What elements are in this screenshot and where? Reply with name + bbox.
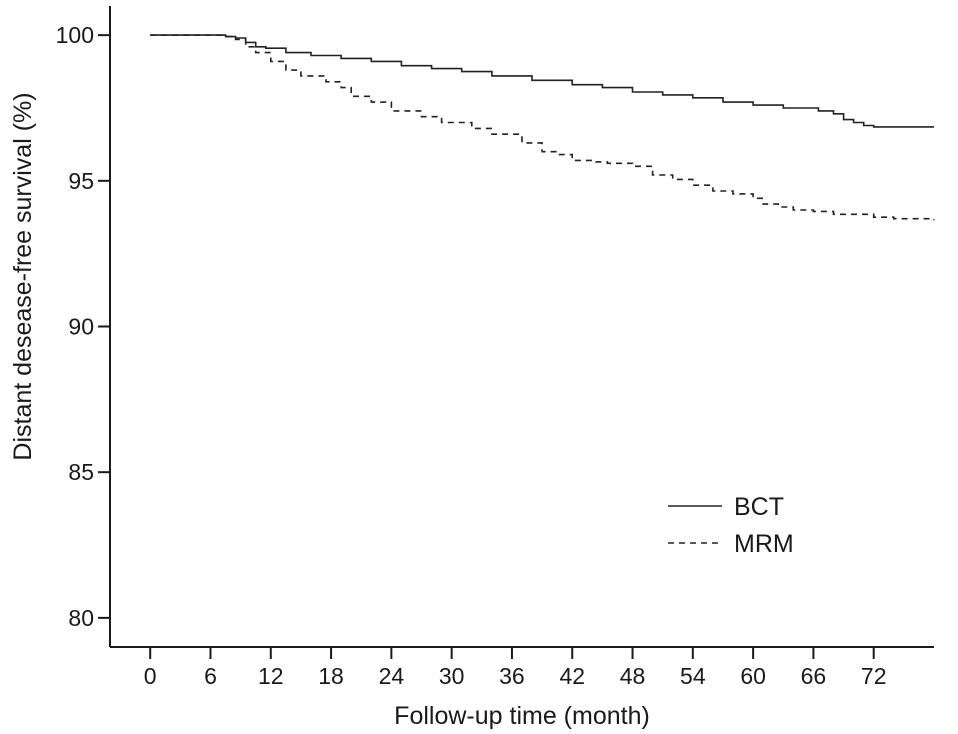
y-tick-label: 95 [68,168,94,194]
x-tick-label: 30 [439,663,465,689]
series-layer [150,34,935,221]
series-line-bct [150,34,934,128]
y-ticks: 80 85 90 95 100 [56,22,110,631]
y-tick-label: 90 [68,314,94,340]
x-tick-label: 12 [258,663,284,689]
x-tick-label: 18 [318,663,344,689]
legend: BCT MRM [668,493,794,558]
x-tick-label: 24 [379,663,405,689]
y-tick-label: 80 [68,605,94,631]
x-tick-label: 36 [499,663,525,689]
y-tick-label: 100 [56,22,94,48]
x-tick-label: 48 [620,663,646,689]
axes [109,6,934,648]
x-tick-label: 72 [861,663,887,689]
legend-label-mrm: MRM [734,530,794,558]
y-tick-label: 85 [68,459,94,485]
x-tick-label: 6 [204,663,217,689]
x-axis-title: Follow-up time (month) [394,702,650,730]
x-tick-label: 0 [144,663,157,689]
legend-label-bct: BCT [734,493,784,521]
x-tick-label: 66 [801,663,827,689]
y-axis-title: Distant desease-free survival (%) [9,92,37,460]
x-tick-label: 42 [559,663,585,689]
x-tick-label: 60 [740,663,766,689]
x-ticks: 0 6 12 18 24 30 36 42 48 54 60 66 72 [144,647,887,689]
x-tick-label: 54 [680,663,706,689]
series-line-mrm [150,34,935,221]
